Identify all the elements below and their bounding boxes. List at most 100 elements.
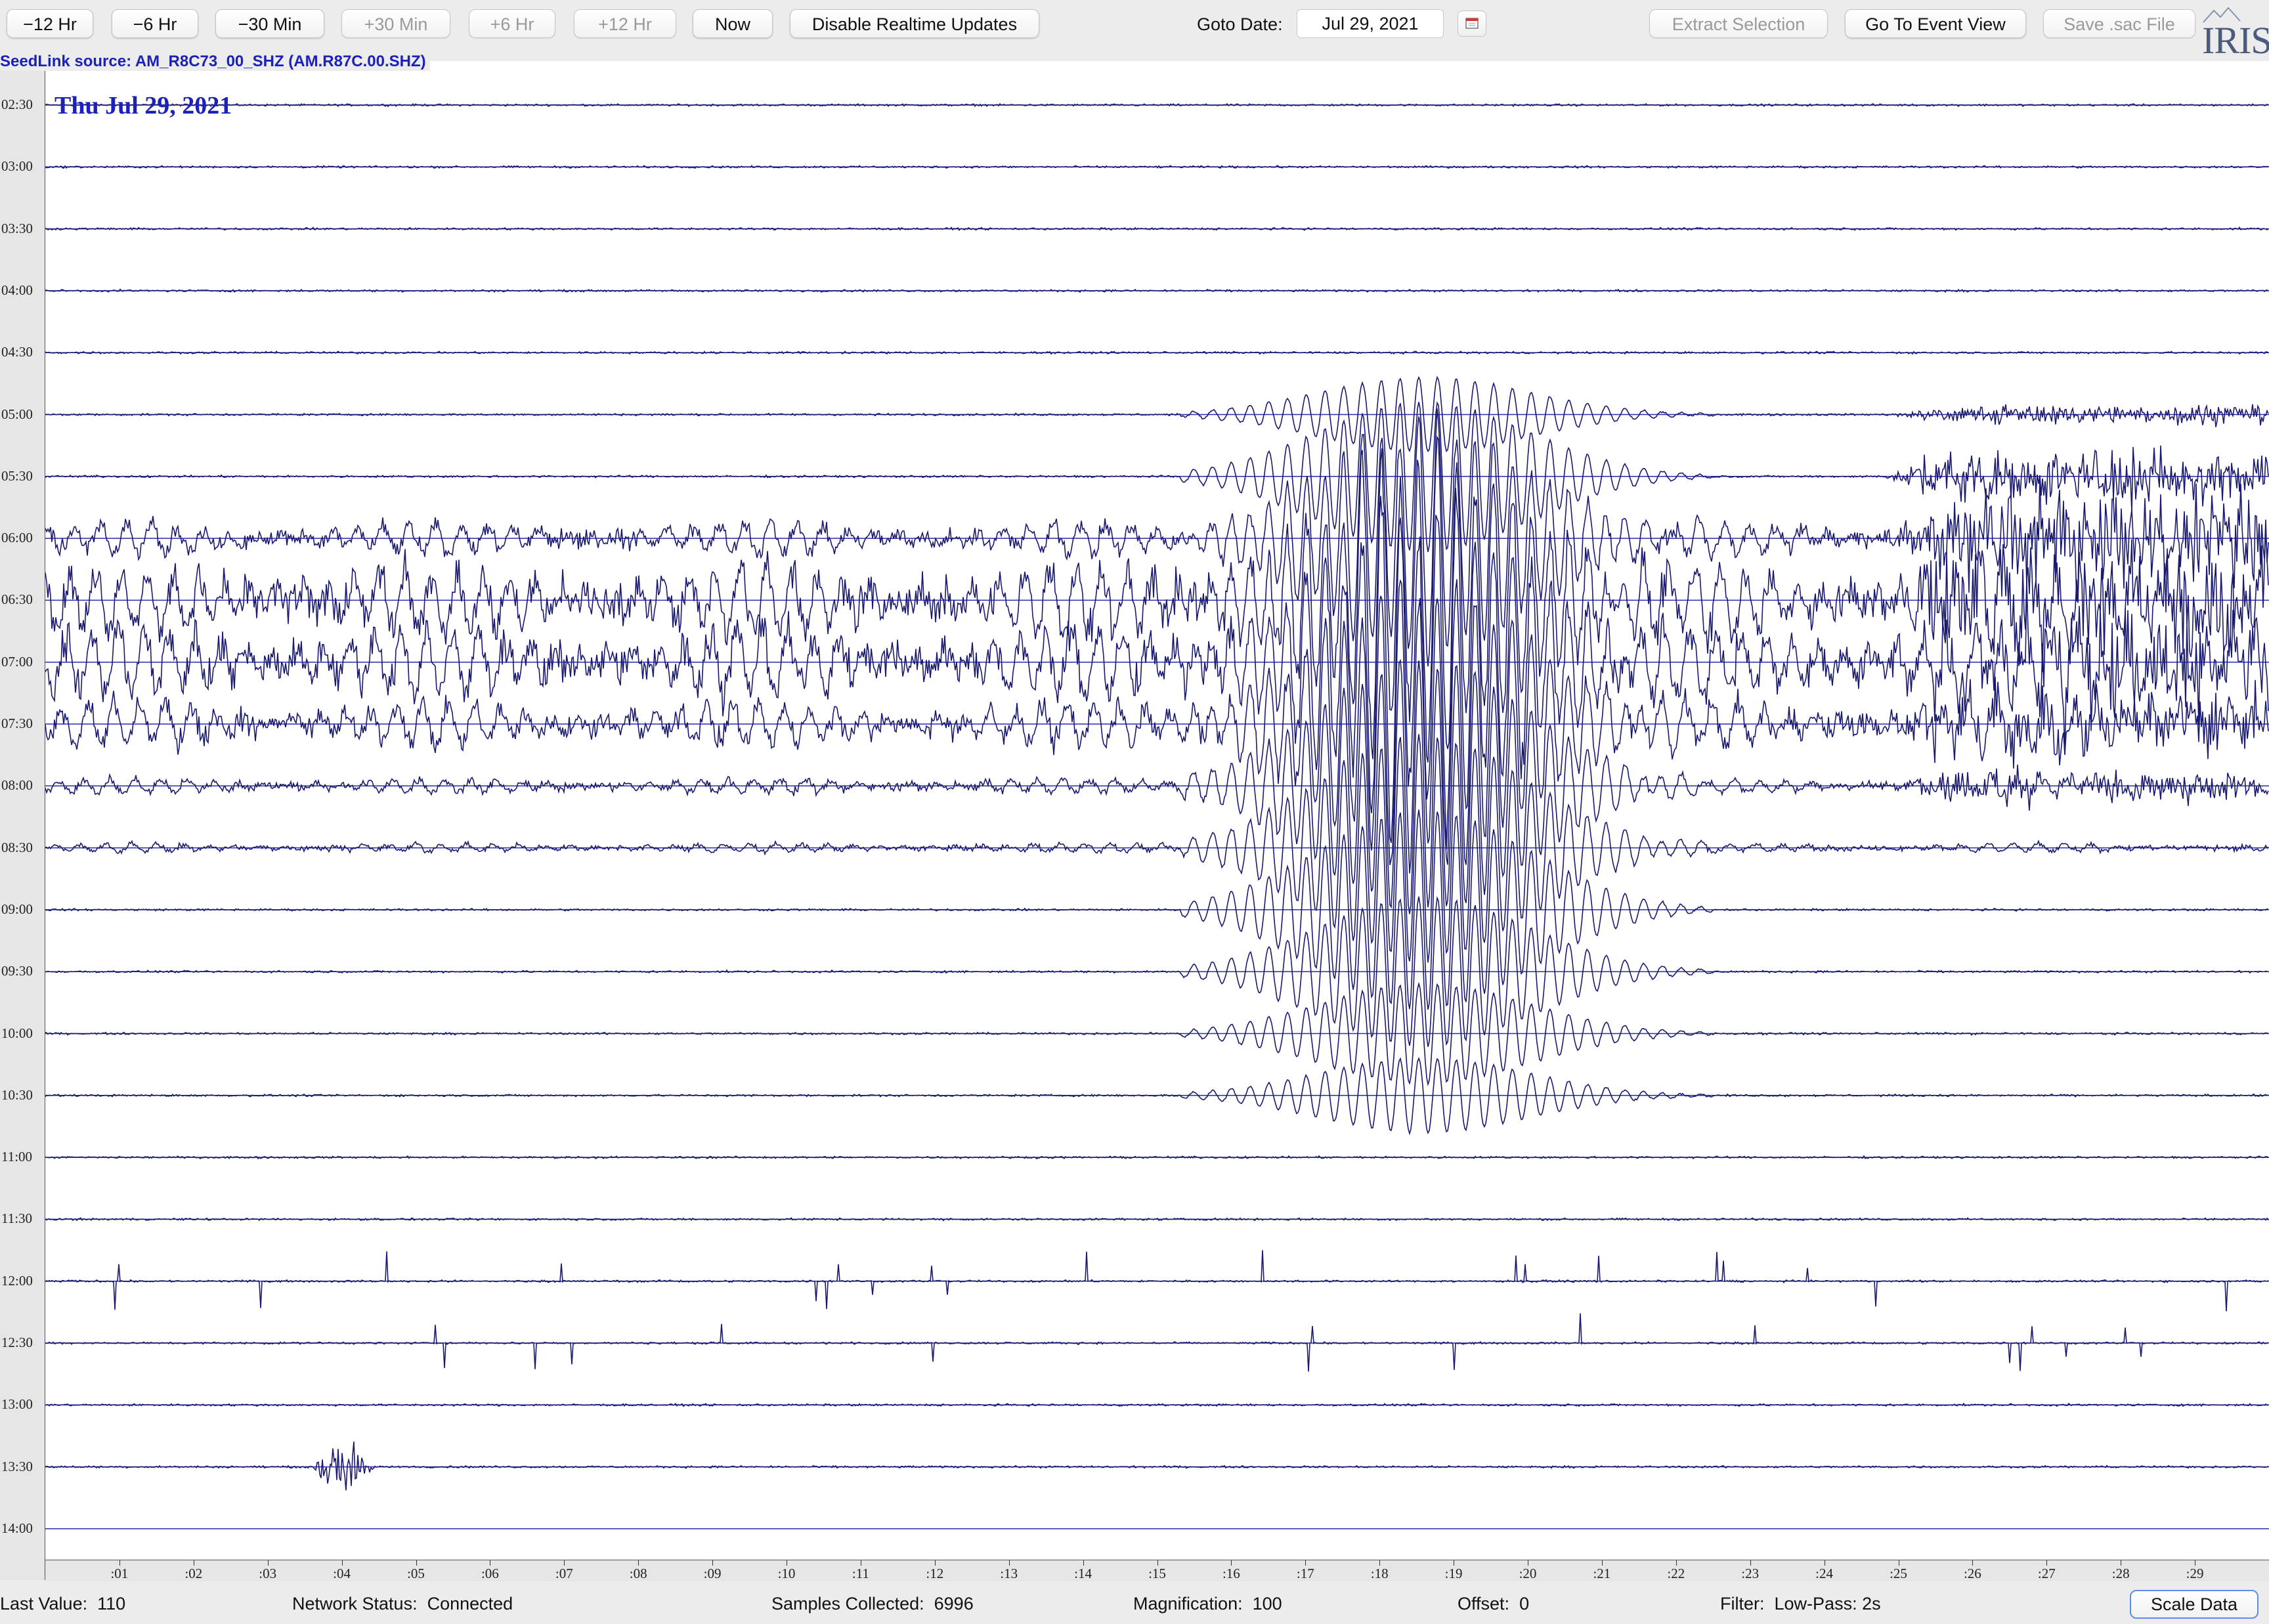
seismogram-trace (45, 1250, 2269, 1312)
seismogram-trace (45, 165, 2269, 169)
x-tick-label: :05 (407, 1566, 425, 1581)
row-label: 09:30 (1, 963, 33, 979)
seismogram-trace (45, 1155, 2269, 1160)
calendar-button[interactable] (1458, 11, 1486, 37)
magnification-value: 100 (1252, 1594, 1282, 1613)
magnification-label: Magnification: (1133, 1594, 1243, 1613)
last-value-label: Last Value: (0, 1594, 88, 1613)
offset-status: Offset: 0 (1458, 1594, 1529, 1614)
x-tick-mark (564, 1560, 565, 1566)
extract-selection-button[interactable]: Extract Selection (1649, 9, 1828, 38)
x-tick-label: :11 (852, 1566, 869, 1581)
network-status: Network Status: Connected (292, 1594, 513, 1614)
row-label: 07:30 (1, 716, 33, 731)
x-tick-mark (1008, 1560, 1010, 1566)
x-tick-mark (119, 1560, 120, 1566)
x-tick-label: :14 (1074, 1566, 1092, 1581)
seismogram-trace (45, 408, 2269, 667)
go-to-event-view-button[interactable]: Go To Event View (1845, 9, 2026, 38)
row-label: 08:00 (1, 777, 33, 794)
row-label: 02:30 (1, 96, 33, 112)
minus-12hr-button[interactable]: −12 Hr (7, 9, 93, 38)
x-tick-label: :27 (2037, 1566, 2056, 1581)
samples-label: Samples Collected: (771, 1594, 924, 1613)
x-tick-label: :10 (777, 1566, 796, 1581)
x-tick-mark (712, 1560, 714, 1566)
seismogram-trace (45, 895, 2269, 1047)
seismogram-trace (45, 401, 2269, 552)
row-label: 08:30 (1, 839, 33, 855)
x-tick-label: :07 (555, 1566, 573, 1581)
x-tick-mark (1305, 1560, 1307, 1566)
seismogram-trace (45, 658, 2269, 914)
date-overlay: Thu Jul 29, 2021 (54, 92, 232, 119)
row-label: 09:00 (1, 901, 33, 917)
row-label: 12:30 (1, 1335, 33, 1350)
goto-date-field[interactable]: Jul 29, 2021 (1297, 9, 1444, 38)
row-label: 06:00 (1, 530, 33, 546)
x-tick-label: :13 (1000, 1566, 1018, 1581)
disable-realtime-updates-button[interactable]: Disable Realtime Updates (790, 9, 1039, 38)
seismogram-trace (45, 981, 2269, 1086)
samples-status: Samples Collected: 6996 (771, 1594, 974, 1614)
row-label: 04:30 (1, 344, 33, 360)
toolbar: −12 Hr −6 Hr −30 Min +30 Min +6 Hr +12 H… (0, 0, 2269, 62)
seismogram-trace (45, 435, 2269, 763)
seismogram-trace (45, 488, 2269, 849)
seismogram-trace (45, 1217, 2269, 1222)
plus-12hr-button[interactable]: +12 Hr (574, 9, 676, 38)
plus-30min-button[interactable]: +30 Min (341, 9, 450, 38)
save-sac-file-button[interactable]: Save .sac File (2043, 9, 2195, 38)
x-tick-mark (1750, 1560, 1751, 1566)
x-tick-label: :23 (1741, 1566, 1760, 1581)
seismogram-traces (45, 102, 2269, 1529)
minus-30min-button[interactable]: −30 Min (215, 9, 324, 38)
magnification-status: Magnification: 100 (1133, 1594, 1282, 1614)
scale-data-button[interactable]: Scale Data (2130, 1590, 2258, 1619)
x-tick-mark (1231, 1560, 1232, 1566)
x-tick-mark (2046, 1560, 2048, 1566)
seismogram-plot[interactable]: Thu Jul 29, 2021 (45, 61, 2269, 1560)
seismogram-trace (45, 351, 2269, 355)
x-tick-label: :09 (703, 1566, 722, 1581)
time-axis-left: 02:30 03:00 03:30 04:00 04:30 05:00 05:30 06:00… (0, 61, 45, 1580)
status-bar: Last Value: 110 Network Status: Connecte… (0, 1582, 2269, 1624)
now-button[interactable]: Now (693, 9, 773, 38)
goto-date-label: Goto Date: (1197, 14, 1283, 34)
x-tick-mark (1972, 1560, 1974, 1566)
last-value: 110 (97, 1594, 126, 1613)
x-tick-mark (638, 1560, 639, 1566)
row-label: 14:00 (1, 1520, 33, 1536)
x-tick-label: :15 (1148, 1566, 1166, 1581)
seismogram-trace (45, 288, 2269, 293)
x-tick-mark (267, 1560, 269, 1566)
x-tick-label: :29 (2186, 1566, 2204, 1581)
row-label: 13:00 (1, 1396, 33, 1413)
x-tick-label: :28 (2111, 1566, 2130, 1581)
plus-6hr-button[interactable]: +6 Hr (469, 9, 555, 38)
row-label: 03:00 (1, 158, 33, 175)
seismogram-trace (45, 375, 2269, 452)
x-tick-label: :21 (1593, 1566, 1611, 1581)
x-tick-label: :12 (926, 1566, 944, 1581)
row-label: 10:00 (1, 1025, 33, 1041)
x-tick-label: :25 (1890, 1566, 1907, 1581)
row-label: 05:00 (1, 406, 33, 422)
network-status-label: Network Status: (292, 1594, 418, 1613)
minute-axis: :01:02:03:04:05:06:07:08:09:10:11:12:13:… (45, 1560, 2269, 1581)
x-tick-mark (1675, 1560, 1677, 1566)
logo-mountain-icon (2203, 7, 2241, 23)
seismogram-trace (45, 734, 2269, 963)
seedlink-source-label: SeedLink source: AM_R8C73_00_SHZ (AM.R87… (0, 53, 430, 71)
row-label: 11:00 (1, 1149, 33, 1165)
minus-6hr-button[interactable]: −6 Hr (112, 9, 198, 38)
seismogram-trace (45, 226, 2269, 231)
row-label: 10:30 (1, 1086, 33, 1103)
x-tick-mark (1379, 1560, 1381, 1566)
x-tick-mark (1157, 1560, 1158, 1566)
x-tick-label: :22 (1667, 1566, 1685, 1581)
x-tick-label: :20 (1519, 1566, 1537, 1581)
x-tick-label: :16 (1222, 1566, 1240, 1581)
x-tick-label: :26 (1963, 1566, 1981, 1581)
row-label: 05:30 (1, 467, 33, 484)
